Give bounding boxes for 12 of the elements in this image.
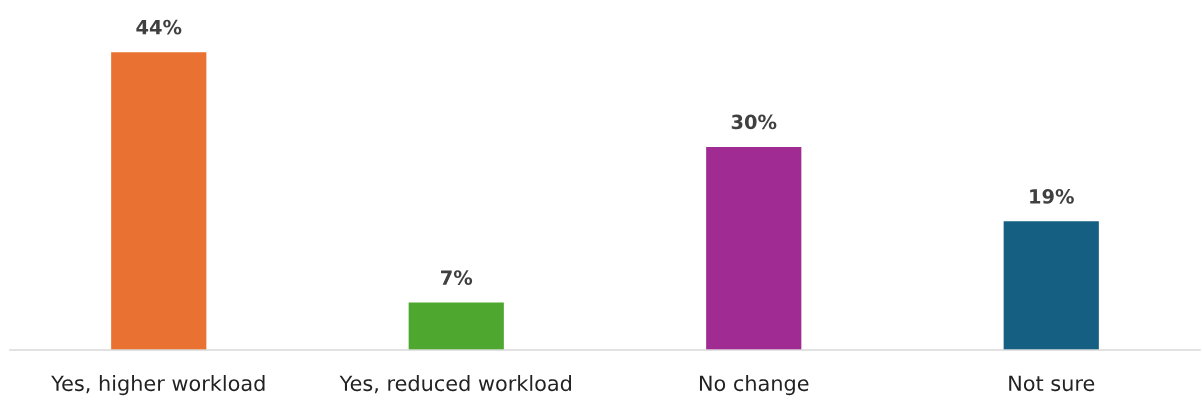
- x-tick-label: Not sure: [1009, 375, 1095, 392]
- bar: [706, 146, 802, 350]
- data-label: 30%: [731, 114, 777, 130]
- bar: [1003, 221, 1099, 350]
- bar: [111, 52, 207, 350]
- data-label: 7%: [441, 270, 473, 285]
- x-tick-label: Yes, higher workload: [51, 375, 265, 396]
- x-tick-label: Yes, reduced workload: [339, 375, 571, 394]
- x-tick-label: No change: [699, 375, 809, 396]
- bar: [408, 302, 504, 350]
- data-label: 44%: [136, 19, 182, 35]
- data-label: 19%: [1030, 189, 1074, 204]
